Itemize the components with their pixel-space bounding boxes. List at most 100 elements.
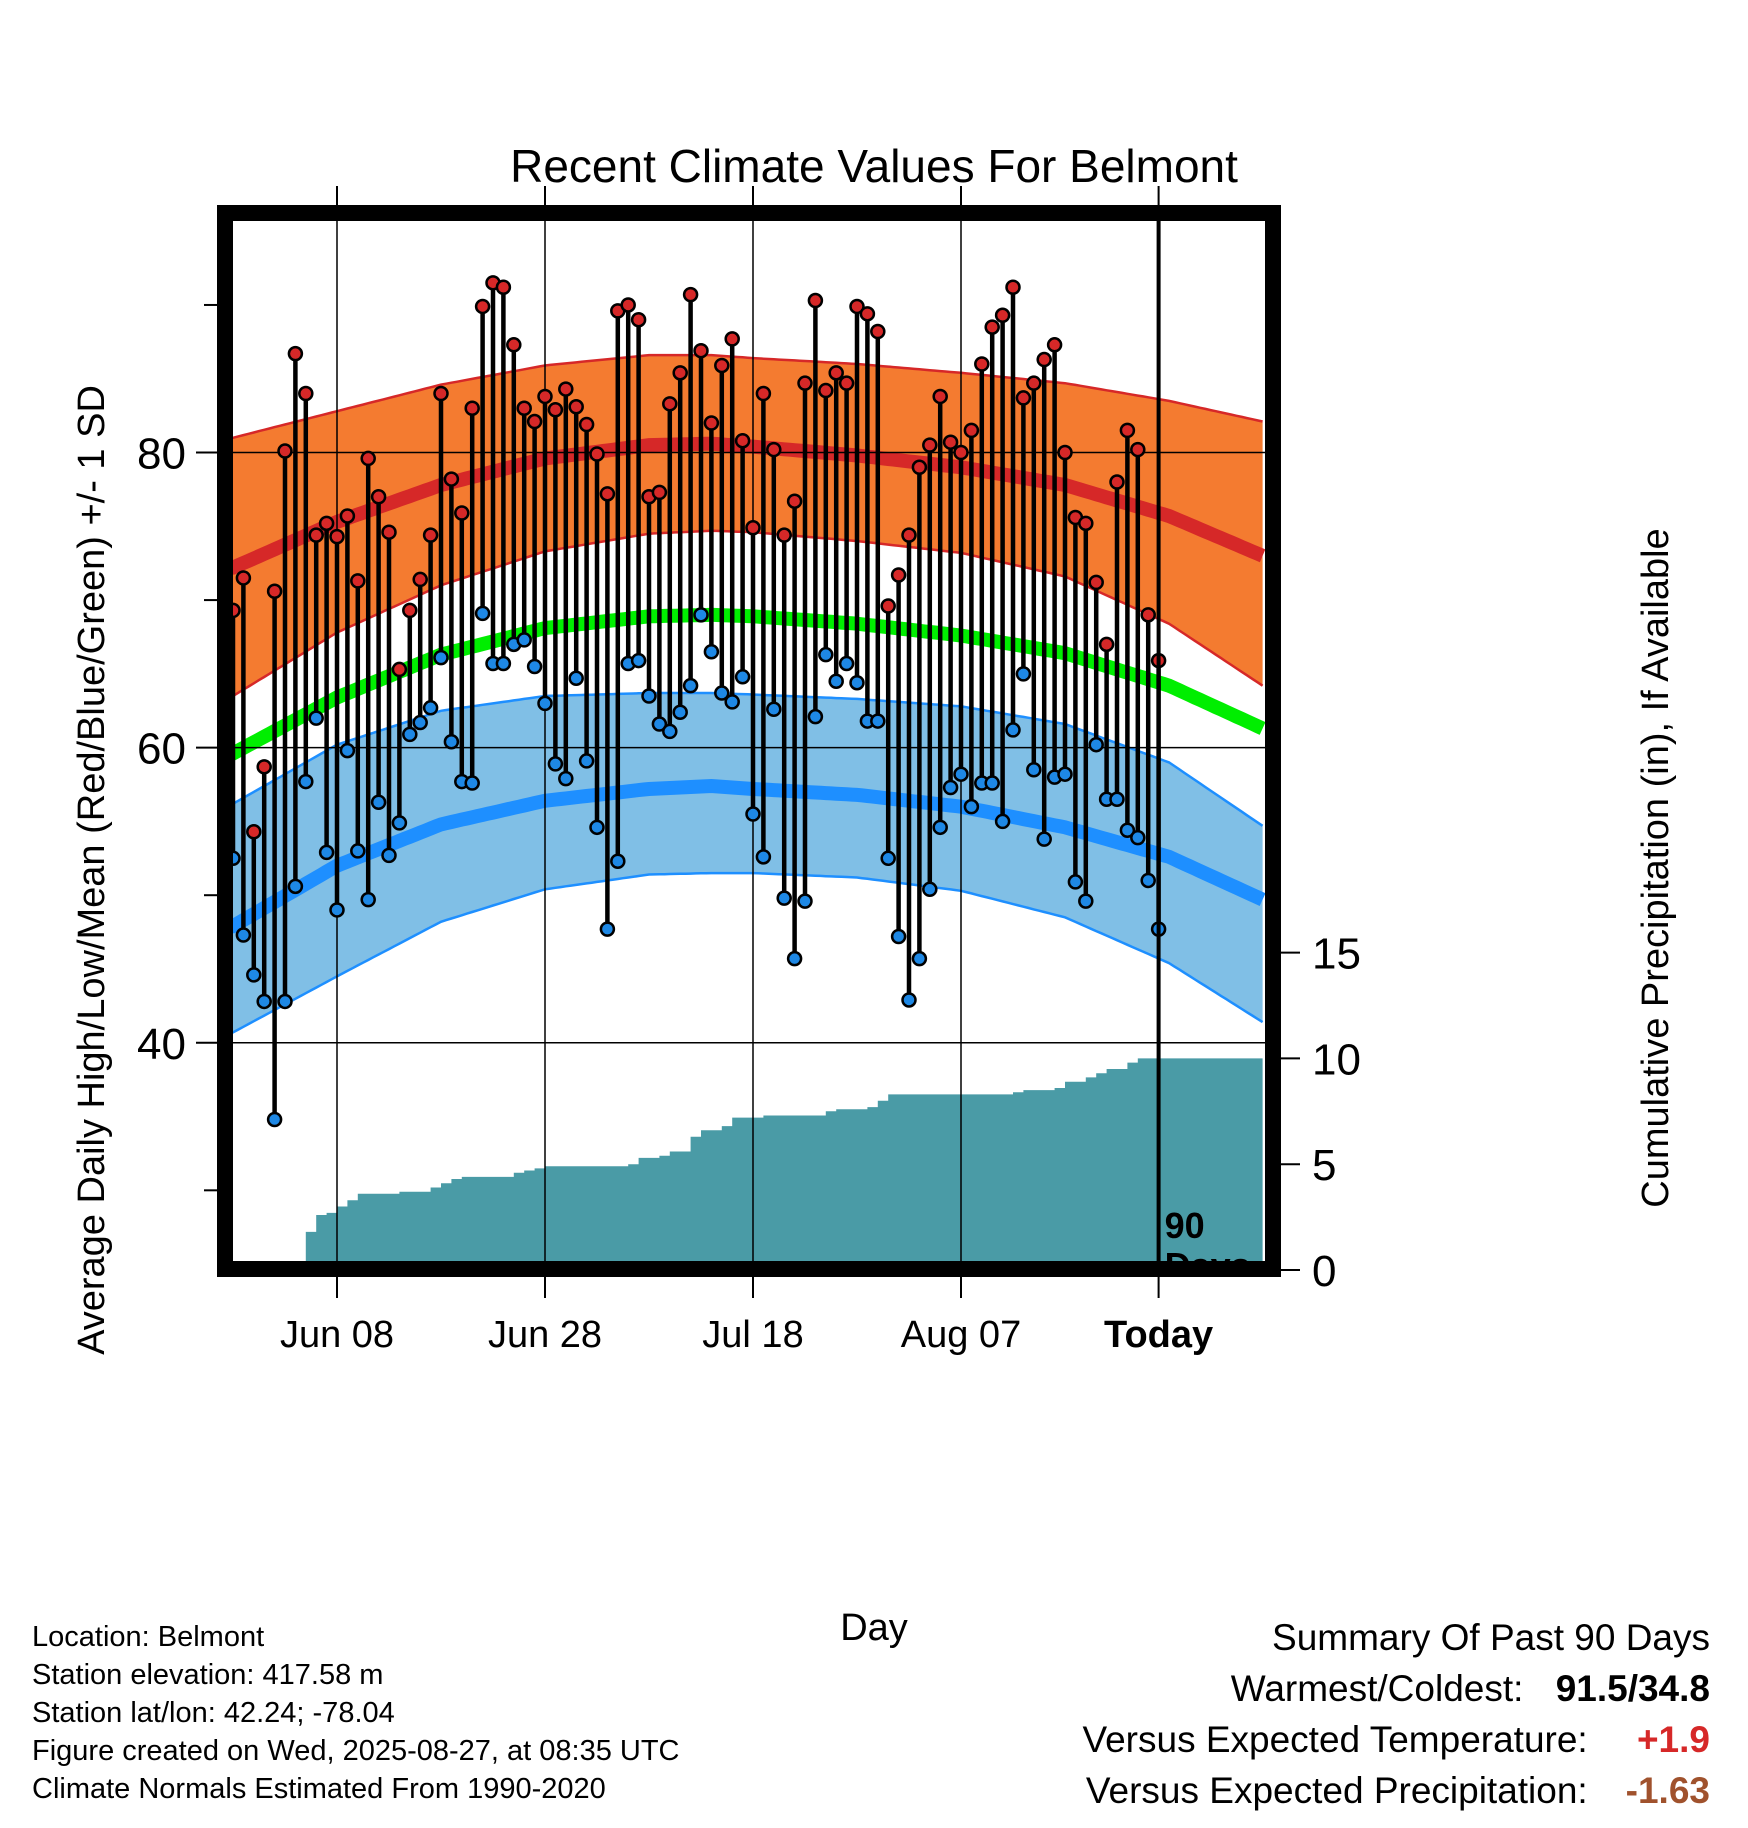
low-normal-line: [222, 778, 1266, 934]
daily-high-point: [963, 422, 980, 439]
daily-low-point: [1005, 722, 1021, 738]
plot-frame: [217, 205, 1281, 1277]
daily-high-point: [235, 570, 252, 586]
daily-high-point: [1098, 636, 1115, 653]
daily-low-point: [1015, 666, 1032, 682]
daily-low-point: [235, 927, 252, 943]
daily-low-point: [402, 726, 418, 743]
daily-low-point: [672, 704, 688, 720]
daily-high-point: [516, 400, 532, 417]
daily-high-point: [266, 583, 283, 599]
daily-low-point: [287, 878, 304, 895]
daily-high-point: [932, 388, 948, 405]
daily-high-point: [849, 298, 865, 315]
daily-low-point: [412, 714, 428, 731]
x-tick-label: Jun 08: [280, 1314, 394, 1356]
daily-low-point: [568, 670, 584, 687]
daily-low-point: [838, 655, 855, 672]
daily-high-point: [422, 527, 439, 543]
daily-low-point: [1088, 736, 1104, 753]
summary-precip-departure: Versus Expected Precipitation: -1.63: [1082, 1765, 1710, 1816]
daily-low-point: [464, 775, 480, 791]
daily-low-point: [1036, 831, 1052, 847]
daily-high-point: [308, 527, 324, 543]
daily-high-point: [558, 381, 574, 397]
daily-low-point: [693, 607, 709, 623]
daily-low-point: [849, 674, 865, 691]
daily-low-point: [1109, 791, 1125, 808]
daily-high-point: [360, 450, 376, 467]
daily-high-point: [339, 508, 356, 524]
daily-high-point: [838, 375, 855, 391]
daily-high-point: [880, 598, 896, 614]
daily-low-point: [360, 891, 376, 908]
daily-low-point: [922, 881, 938, 898]
daily-high-point: [942, 434, 959, 450]
daily-low-point: [807, 708, 824, 725]
daily-low-point: [1130, 829, 1146, 846]
daily-low-point: [630, 652, 647, 669]
daily-high-point: [298, 385, 314, 402]
daily-low-point: [911, 950, 928, 967]
daily-high-point: [620, 297, 636, 313]
daily-low-point: [724, 694, 740, 710]
daily-low-point: [610, 853, 626, 870]
daily-high-point: [662, 396, 678, 412]
daily-high-point: [412, 571, 428, 588]
y2-tick-label: 5: [1312, 1141, 1336, 1190]
x-axis-label: Day: [840, 1607, 908, 1649]
precip-departure-value: -1.63: [1625, 1770, 1710, 1811]
daily-low-point: [641, 688, 657, 704]
daily-high-point: [714, 357, 730, 374]
daily-low-point: [318, 844, 335, 861]
temp-departure-value: +1.9: [1636, 1719, 1710, 1760]
daily-high-point: [1109, 474, 1125, 490]
daily-high-point: [870, 323, 886, 340]
y-tick-label: 80: [137, 430, 186, 479]
daily-high-point: [1119, 422, 1136, 439]
daily-low-point: [339, 742, 356, 759]
daily-high-point: [287, 345, 304, 362]
daily-high-point: [682, 286, 699, 303]
daily-low-point: [1026, 762, 1042, 778]
daily-high-point: [1036, 351, 1052, 368]
daily-high-point: [818, 382, 834, 399]
daily-low-point: [932, 819, 948, 836]
daily-low-point: [350, 843, 366, 859]
daily-low-point: [422, 700, 439, 716]
daily-low-point: [880, 850, 896, 867]
daily-high-point: [922, 437, 938, 453]
daily-high-point: [703, 415, 720, 431]
precip-area: [233, 1058, 1263, 1270]
daily-high-point: [277, 443, 293, 459]
daily-high-point: [755, 385, 772, 402]
daily-high-point: [630, 311, 647, 328]
daily-high-point: [381, 524, 397, 540]
summary-panel: Summary Of Past 90 Days Warmest/Coldest:…: [1082, 1612, 1710, 1816]
daily-high-point: [547, 401, 564, 418]
daily-low-point: [766, 701, 782, 718]
daily-high-point: [672, 365, 688, 381]
y-tick-label: 60: [137, 725, 186, 774]
daily-high-point: [495, 279, 512, 296]
daily-low-point: [745, 806, 761, 822]
daily-low-point: [994, 813, 1011, 830]
daily-low-point: [714, 685, 730, 701]
daily-high-point: [350, 573, 366, 589]
daily-low-point: [828, 673, 844, 689]
daily-low-point: [1067, 874, 1084, 890]
daily-low-point: [662, 723, 678, 740]
chart-title: Recent Climate Values For Belmont: [510, 140, 1238, 192]
daily-low-point: [526, 658, 543, 675]
daily-low-point: [578, 753, 595, 769]
daily-high-point: [391, 661, 408, 678]
y-tick-label: 40: [137, 1020, 186, 1069]
daily-high-point: [828, 365, 844, 381]
location-text: Location: Belmont: [32, 1621, 265, 1653]
daily-high-point: [734, 432, 751, 449]
daily-high-point: [1088, 574, 1104, 591]
daily-low-point: [901, 992, 917, 1008]
daily-high-point: [766, 441, 782, 458]
daily-high-point: [901, 527, 917, 543]
